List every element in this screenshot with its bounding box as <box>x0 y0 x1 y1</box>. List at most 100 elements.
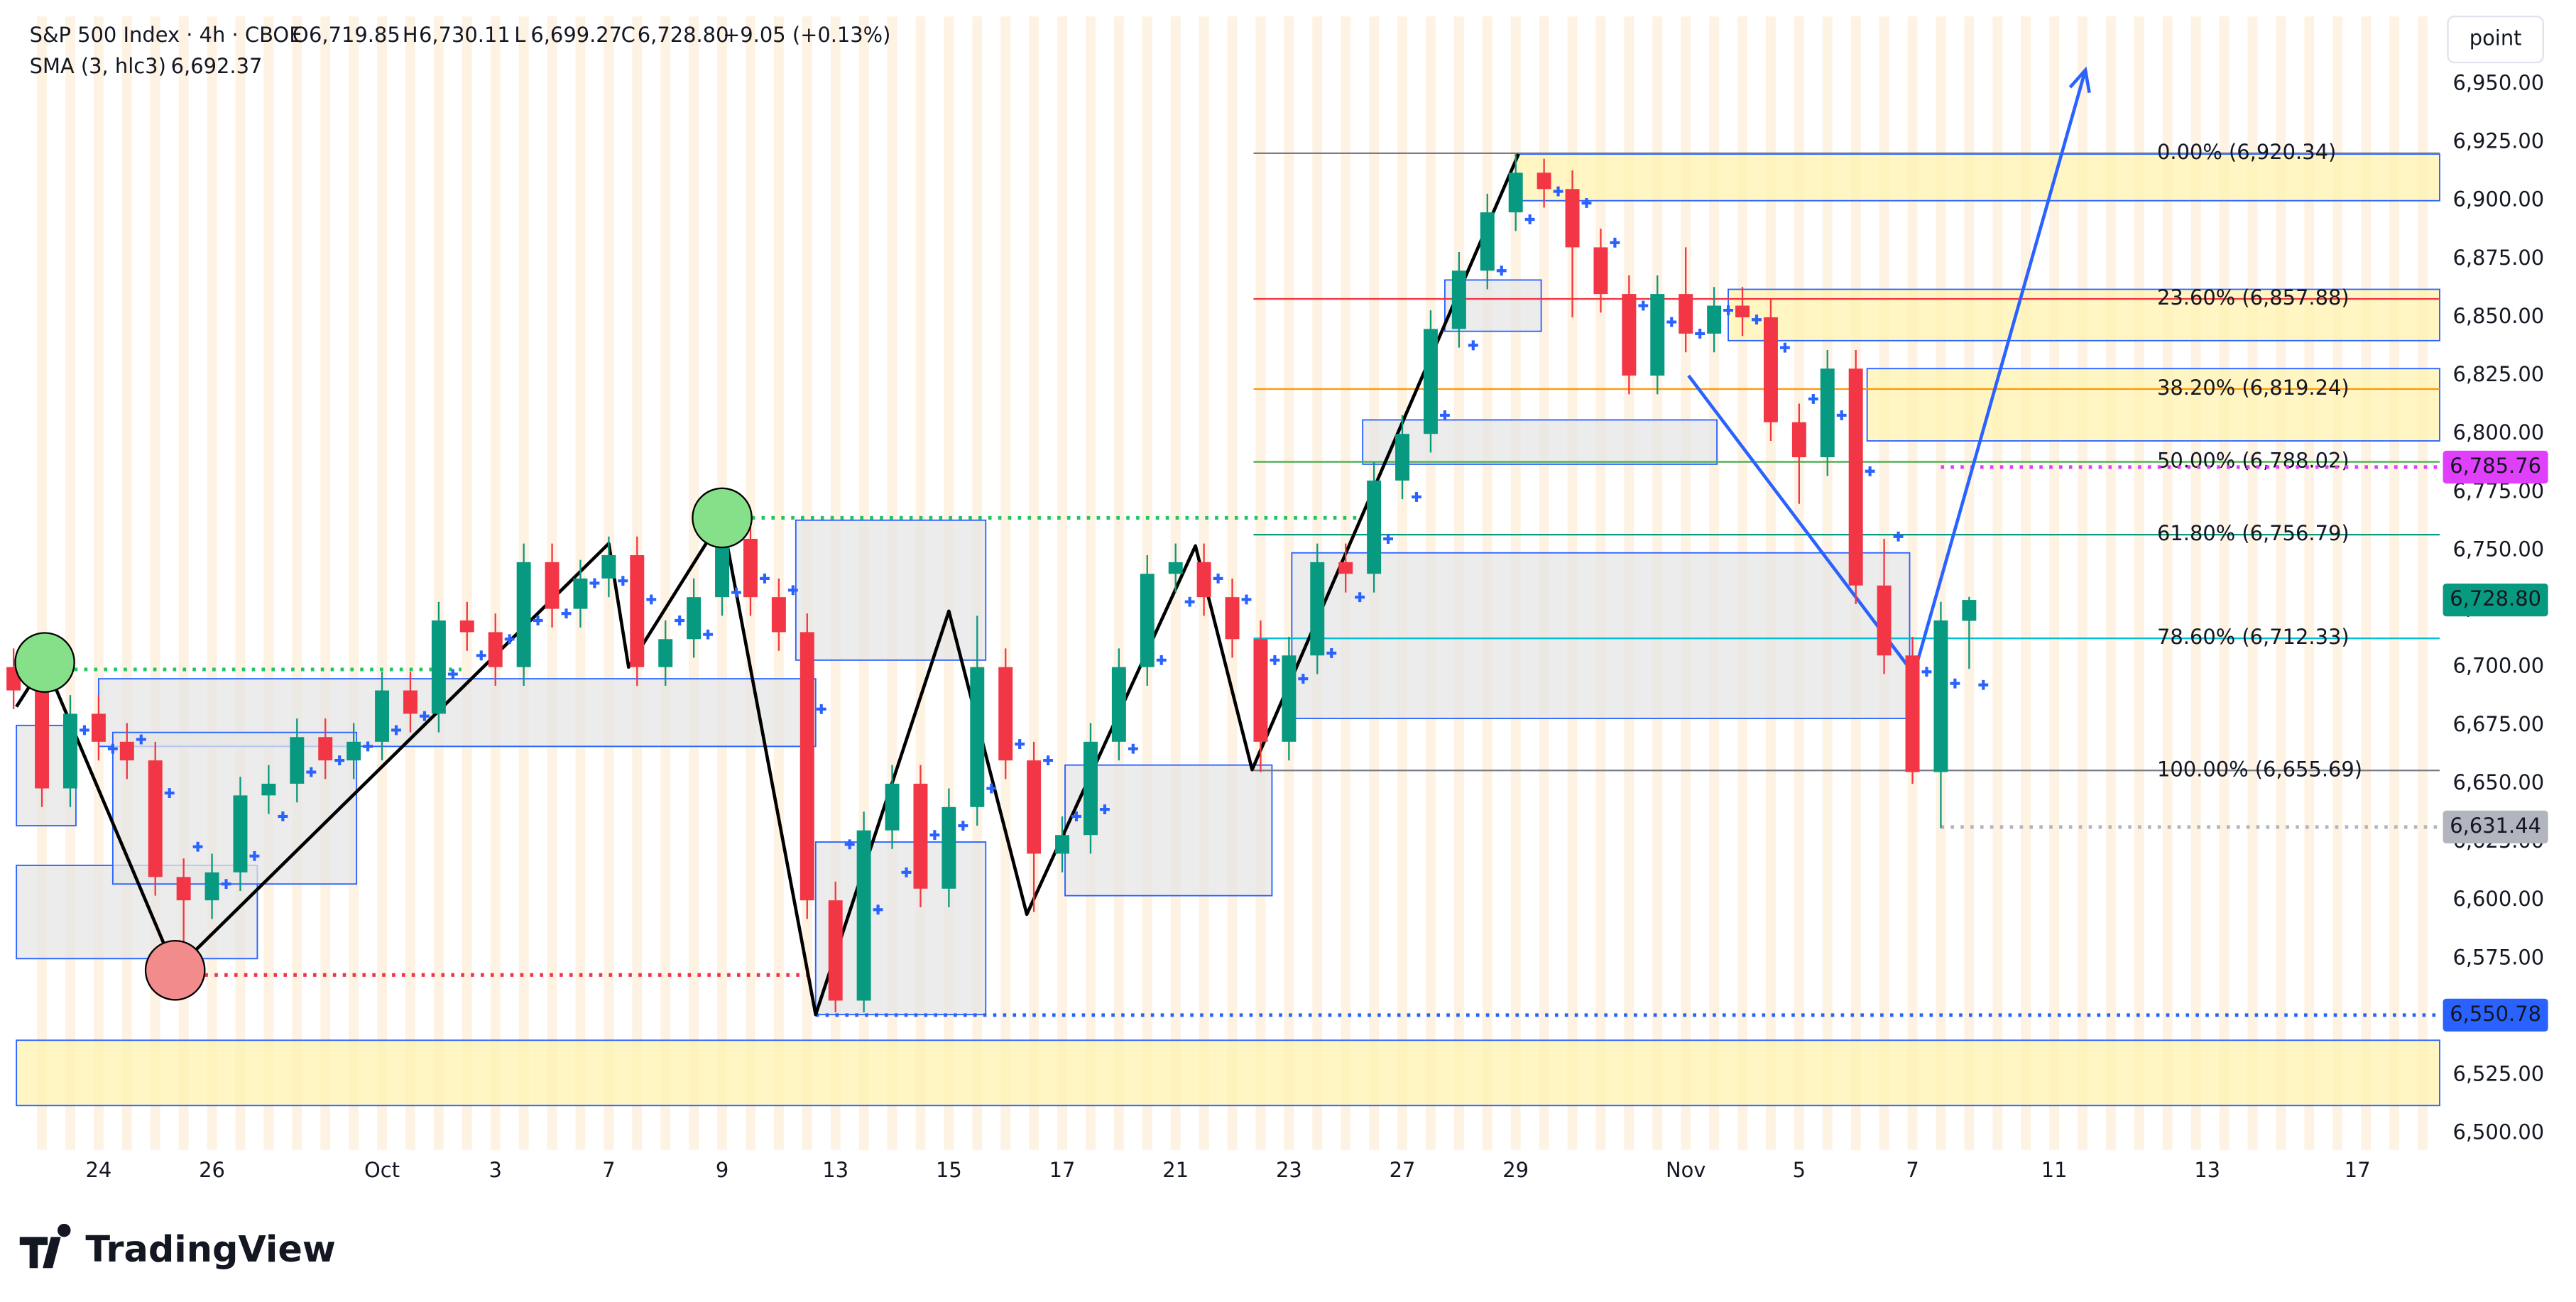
session-stripe <box>462 16 472 1150</box>
candle-body <box>1877 585 1892 656</box>
sma-point <box>1836 410 1847 420</box>
candle-body <box>375 690 390 742</box>
sma-point <box>249 850 260 861</box>
sma-point <box>136 734 146 745</box>
price-badge-label: 6,631.44 <box>2450 814 2541 838</box>
sma-point <box>1355 592 1365 603</box>
candle-body <box>799 632 814 901</box>
price-badge <box>2443 583 2548 617</box>
x-tick-label: 27 <box>1390 1158 1416 1182</box>
sma-point <box>1524 214 1535 224</box>
candle-body <box>1593 247 1608 295</box>
candle-body <box>545 562 560 609</box>
fib-label: 23.60% (6,857.88) <box>2157 285 2349 310</box>
candle-body <box>1791 422 1806 458</box>
sma-point <box>447 669 458 679</box>
sma-point <box>675 616 685 625</box>
point-button[interactable] <box>2447 16 2544 64</box>
candle-body <box>1905 655 1920 772</box>
y-tick-label: 6,900.00 <box>2452 187 2544 212</box>
sma-point <box>1241 594 1252 605</box>
fib-label: 38.20% (6,819.24) <box>2157 376 2349 400</box>
sma-point <box>1978 679 1989 690</box>
candle-body <box>630 555 645 667</box>
sma-point <box>1752 314 1762 325</box>
sma-point <box>1270 655 1280 665</box>
sma-point <box>504 634 515 645</box>
sma-point <box>363 741 373 752</box>
sma-point <box>618 576 628 586</box>
candle-body <box>1565 189 1580 248</box>
sma-point <box>221 879 231 890</box>
y-tick-label: 6,650.00 <box>2452 770 2544 794</box>
session-stripe <box>65 16 75 1150</box>
x-tick-label: 21 <box>1162 1158 1189 1182</box>
sma-point <box>929 830 940 841</box>
price-badge-label: 6,728.80 <box>2450 586 2541 611</box>
sma-point <box>334 755 345 766</box>
ohlc-key: O <box>293 23 309 47</box>
sma-point <box>164 788 175 799</box>
candle-body <box>62 713 77 789</box>
zone <box>1064 764 1273 897</box>
candle-body <box>1168 562 1183 574</box>
session-stripe <box>207 16 217 1150</box>
session-stripe <box>1086 16 1096 1150</box>
logo-shape <box>19 1223 71 1269</box>
x-tick-label: 17 <box>2345 1158 2371 1182</box>
sma-point <box>107 743 118 754</box>
y-tick-label: 6,875.00 <box>2452 246 2544 270</box>
zone <box>1728 288 2440 341</box>
price-badge-label: 6,785.76 <box>2450 454 2541 478</box>
y-tick-label: 6,700.00 <box>2452 654 2544 678</box>
y-tick-label: 6,850.00 <box>2452 304 2544 328</box>
sma-point <box>278 811 288 821</box>
candle-body <box>1055 835 1070 854</box>
zone <box>1866 368 2440 442</box>
sma-point <box>1610 237 1620 248</box>
sma-point <box>1412 491 1421 502</box>
sma-point <box>759 573 770 584</box>
x-tick-label: Nov <box>1666 1158 1705 1182</box>
session-stripe <box>660 16 671 1150</box>
ohlc-key: L <box>514 23 525 47</box>
sma-point <box>1893 531 1904 542</box>
session-stripe <box>490 16 501 1150</box>
x-tick-label: 5 <box>1793 1158 1806 1182</box>
candle-body <box>1027 760 1042 854</box>
candle-body <box>148 760 163 877</box>
candle-body <box>1253 639 1268 742</box>
candle-body <box>1367 480 1382 574</box>
ohlc-value: 6,699.27 <box>530 23 622 47</box>
candle-body <box>1338 562 1353 574</box>
sma-point <box>1071 811 1081 821</box>
sma-point <box>79 725 89 735</box>
candle-body <box>403 690 417 714</box>
ohlc-value: 6,728.80 <box>638 23 729 47</box>
sma-point <box>901 867 912 877</box>
sma-value: 6,692.37 <box>171 54 263 78</box>
x-tick-label: 7 <box>602 1158 615 1182</box>
candle-body <box>1707 305 1722 334</box>
ohlc-key: C <box>621 23 635 47</box>
button-label[interactable]: point <box>2469 26 2522 50</box>
sma-point <box>1015 739 1025 750</box>
y-tick-label: 6,800.00 <box>2452 420 2544 444</box>
session-stripe <box>292 16 302 1150</box>
sma-point <box>1921 667 1932 677</box>
candle-body <box>942 806 956 889</box>
x-tick-label: Oct <box>364 1158 400 1182</box>
candle-body <box>1735 305 1750 317</box>
sma-point <box>816 704 826 714</box>
candle-body <box>1225 597 1240 640</box>
sma-point <box>1666 317 1677 327</box>
sma-point <box>873 904 883 915</box>
candle-body <box>459 620 474 633</box>
candle-body <box>1480 212 1495 271</box>
candle-body <box>1933 620 1948 772</box>
sma-point <box>1496 266 1507 276</box>
candle-body <box>35 690 50 789</box>
candle-body <box>516 562 531 667</box>
candle-body <box>1820 368 1835 458</box>
zone <box>1362 419 1718 465</box>
